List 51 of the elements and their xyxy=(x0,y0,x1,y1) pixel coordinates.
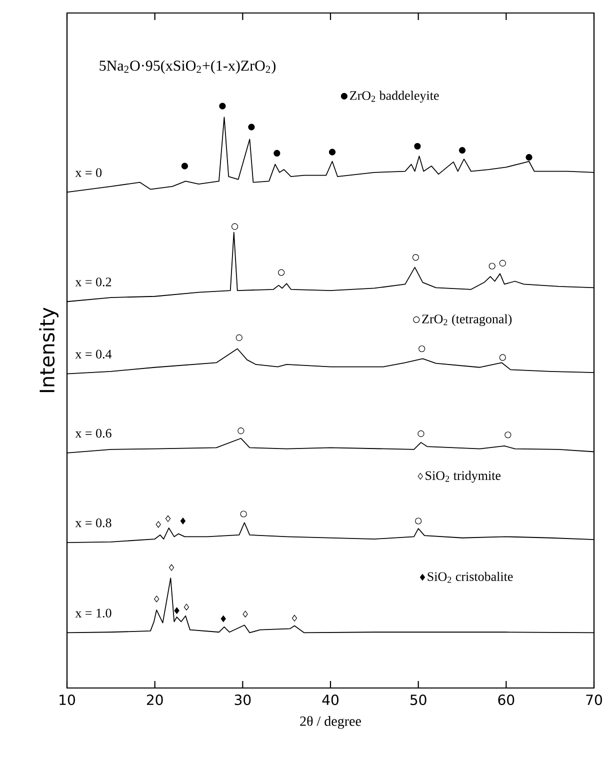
series-label: x = 0.8 xyxy=(75,518,112,528)
series-label: x = 0 xyxy=(75,168,102,178)
y-axis-title: Intensity xyxy=(38,308,58,392)
point xyxy=(278,269,285,276)
point xyxy=(231,223,238,230)
x-tick-label: 10 xyxy=(60,694,75,706)
point xyxy=(504,432,512,438)
point xyxy=(154,596,160,602)
legend-label: SiO$_{2}$ cristobalite xyxy=(428,572,513,583)
point xyxy=(240,510,247,518)
point xyxy=(219,102,226,110)
x-tick-label: 20 xyxy=(146,694,163,706)
point xyxy=(292,614,297,622)
x-axis-title: 2θ / degree xyxy=(300,716,361,729)
series-label: x = 0.2 xyxy=(75,278,111,286)
point xyxy=(458,147,466,154)
point xyxy=(238,428,244,434)
point xyxy=(220,615,226,622)
x-tick-label: 30 xyxy=(234,694,251,706)
legend-label: ZrO$_{2}$ baddeleyite xyxy=(350,90,439,103)
point xyxy=(184,604,189,610)
point xyxy=(236,334,242,341)
point xyxy=(499,260,506,267)
point xyxy=(168,564,174,571)
point xyxy=(181,162,188,170)
point xyxy=(414,518,422,524)
point xyxy=(248,124,255,130)
point xyxy=(274,150,280,157)
chart-title: 5Na$_{2}$O·95(xSiO$_{2}$+(1-x)ZrO$_{2}$) xyxy=(100,60,276,74)
point xyxy=(418,430,424,438)
point xyxy=(180,518,186,524)
x-tick-label: 50 xyxy=(410,694,426,706)
series-label: x = 0.6 xyxy=(75,428,112,438)
point xyxy=(418,345,426,352)
point xyxy=(412,254,419,261)
x-tick-label: 70 xyxy=(586,694,602,706)
legend-label: SiO$_{2}$ tridymite xyxy=(426,470,500,483)
point xyxy=(174,607,180,614)
x-tick-label: 40 xyxy=(322,694,338,706)
series-label: x = 1.0 xyxy=(75,608,112,618)
legend-label: ZrO$_{2}$ (tetragonal) xyxy=(422,314,512,326)
point xyxy=(165,515,170,522)
series-label: x = 0.4 xyxy=(75,350,112,359)
point xyxy=(499,354,506,361)
point xyxy=(414,142,421,150)
x-tick-label: 60 xyxy=(498,694,514,706)
point xyxy=(242,610,248,618)
point xyxy=(488,262,496,270)
point xyxy=(526,154,532,161)
point xyxy=(156,521,161,528)
point xyxy=(328,148,336,156)
